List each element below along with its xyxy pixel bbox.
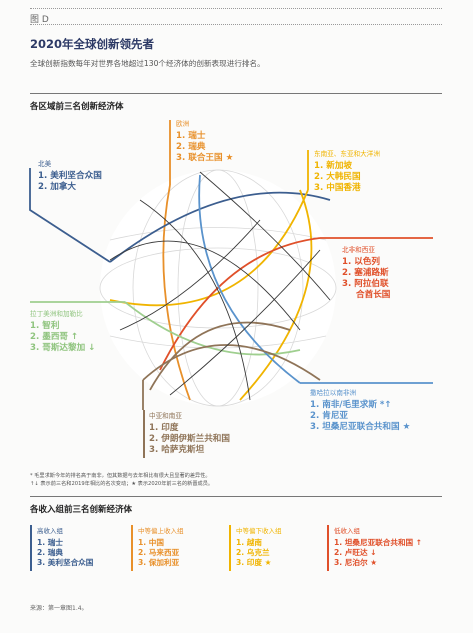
income-upper-middle-item-3: 3. 保加利亚 bbox=[138, 558, 180, 567]
regions-heading: 各区域前三名创新经济体 bbox=[30, 102, 124, 112]
region-east-asia-item-1: 1. 新加坡 bbox=[314, 161, 353, 171]
region-ssa-label: 撒哈拉以南非洲 bbox=[310, 389, 357, 397]
region-csa-item-2: 2. 伊朗伊斯兰共和国 bbox=[149, 434, 230, 444]
income-group-low: 低收入组 1. 坦桑尼亚联合共和国 ↑ 2. 卢旺达 ↓ 3. 尼泊尔 ★ bbox=[327, 525, 449, 571]
region-north-africa: 北非和西亚 1. 以色列 2. 塞浦路斯 3. 阿拉伯联 合酋长国 bbox=[342, 244, 390, 301]
income-group-high-list: 1. 瑞士 2. 瑞典 3. 美利坚合众国 bbox=[37, 538, 132, 568]
income-group-low-list: 1. 坦桑尼亚联合共和国 ↑ 2. 卢旺达 ↓ 3. 尼泊尔 ★ bbox=[334, 538, 449, 568]
region-central-south-asia: 中亚和南亚 1. 印度 2. 伊朗伊斯兰共和国 3. 哈萨克斯坦 bbox=[143, 410, 230, 456]
north-america-arc bbox=[109, 191, 331, 263]
income-low-item-3: 3. 尼泊尔 ★ bbox=[334, 558, 378, 567]
regions-rule bbox=[30, 93, 442, 94]
income-upper-middle-item-1: 1. 中国 bbox=[138, 538, 164, 547]
income-high-item-2: 2. 瑞典 bbox=[37, 548, 63, 557]
region-north-africa-item-2: 2. 塞浦路斯 bbox=[342, 268, 389, 278]
region-csa-item-1: 1. 印度 bbox=[149, 423, 179, 433]
income-group-high-label: 高收入组 bbox=[37, 527, 63, 535]
region-europe-list: 1. 瑞士 2. 瑞典 3. 联合王国 ★ bbox=[170, 131, 233, 164]
income-heading: 各收入组前三名创新经济体 bbox=[30, 505, 133, 515]
east-asia-arc-2 bbox=[239, 189, 313, 401]
region-csa-bar bbox=[143, 410, 145, 458]
income-lower-middle-item-2: 2. 乌克兰 bbox=[236, 548, 270, 557]
europe-arc bbox=[162, 184, 191, 401]
region-europe-item-2: 2. 瑞典 bbox=[176, 142, 206, 152]
region-latin-america-list: 1. 智利 2. 墨西哥 ↑ 3. 哥斯达黎加 ↓ bbox=[30, 321, 95, 354]
region-north-africa-label: 北非和西亚 bbox=[342, 246, 375, 254]
region-north-africa-item-3-cont: 合酋长国 bbox=[356, 290, 391, 300]
region-ssa-item-2: 2. 肯尼亚 bbox=[310, 411, 349, 421]
globe-dark-arcs bbox=[109, 171, 331, 401]
region-north-africa-list: 1. 以色列 2. 塞浦路斯 3. 阿拉伯联 合酋长国 bbox=[342, 257, 390, 301]
footnote-1: * 毛里求斯今年的排名高于南非，但其数据与去年相比有很大且显著的差异性。 bbox=[30, 473, 211, 479]
central-asia-arc bbox=[142, 344, 321, 381]
page-subtitle: 全球创新指数每年对世界各地超过130个经济体的创新表现进行排名。 bbox=[30, 59, 265, 68]
region-latin-america-label: 拉丁美洲和加勒比 bbox=[30, 310, 83, 318]
figure-label: 图 D bbox=[30, 15, 49, 25]
income-low-item-1: 1. 坦桑尼亚联合共和国 ↑ bbox=[334, 538, 423, 547]
income-upper-middle-item-2: 2. 马来西亚 bbox=[138, 548, 180, 557]
region-ssa-item-3: 3. 坦桑尼亚联合共和国 ★ bbox=[310, 422, 411, 432]
north-america-connector bbox=[29, 168, 111, 263]
income-high-item-1: 1. 瑞士 bbox=[37, 538, 63, 547]
income-group-lower-middle-label: 中等偏下收入组 bbox=[236, 527, 282, 535]
region-europe-item-3: 3. 联合王国 ★ bbox=[176, 153, 234, 163]
income-group-upper-middle-label: 中等偏上收入组 bbox=[138, 527, 184, 535]
region-europe-label: 欧洲 bbox=[176, 120, 190, 128]
region-north-africa-item-3: 3. 阿拉伯联 bbox=[342, 279, 389, 289]
region-north-america-item-1: 1. 美利坚合众国 bbox=[38, 171, 102, 181]
region-north-america-item-2: 2. 加拿大 bbox=[38, 182, 77, 192]
region-east-asia-list: 1. 新加坡 2. 大韩民国 3. 中国香港 bbox=[308, 161, 380, 194]
top-rule bbox=[30, 8, 442, 9]
footnote-2: ↑↓ 表示前三名和2019年相比的名次变动；★ 表示2020年前三名的新晋成员。 bbox=[30, 481, 214, 487]
central-asia-arc-2 bbox=[149, 321, 291, 391]
region-csa-item-3: 3. 哈萨克斯坦 bbox=[149, 445, 205, 455]
income-lower-middle-item-3: 3. 印度 ★ bbox=[236, 558, 272, 567]
page-title: 2020年全球创新领先者 bbox=[30, 37, 155, 51]
figure-rule bbox=[30, 24, 442, 25]
region-sub-saharan-africa: 撒哈拉以南非洲 1. 南非/毛里求斯 *↑ 2. 肯尼亚 3. 坦桑尼亚联合共和… bbox=[310, 387, 410, 433]
region-north-america-label: 北美 bbox=[38, 160, 52, 168]
region-north-africa-item-1: 1. 以色列 bbox=[342, 257, 381, 267]
region-latin-america-item-2: 2. 墨西哥 ↑ bbox=[30, 332, 79, 342]
income-group-upper-middle: 中等偏上收入组 1. 中国 2. 马来西亚 3. 保加利亚 bbox=[131, 525, 230, 571]
region-latin-america-item-1: 1. 智利 bbox=[30, 321, 60, 331]
income-group-upper-middle-list: 1. 中国 2. 马来西亚 3. 保加利亚 bbox=[138, 538, 230, 568]
east-asia-arc bbox=[109, 189, 309, 307]
latam-arc bbox=[124, 301, 301, 356]
region-east-asia-label: 东南亚、东亚和大洋洲 bbox=[314, 150, 380, 158]
nafrica-arc bbox=[159, 237, 321, 371]
region-ssa-list: 1. 南非/毛里求斯 *↑ 2. 肯尼亚 3. 坦桑尼亚联合共和国 ★ bbox=[310, 400, 410, 433]
region-north-america-list: 1. 美利坚合众国 2. 加拿大 bbox=[30, 171, 102, 193]
income-high-item-3: 3. 美利坚合众国 bbox=[37, 558, 94, 567]
income-group-low-label: 低收入组 bbox=[334, 527, 360, 535]
income-rule bbox=[30, 496, 442, 497]
ssa-arc bbox=[198, 174, 301, 384]
income-group-lower-middle-list: 1. 越南 2. 乌克兰 3. 印度 ★ bbox=[236, 538, 328, 568]
region-europe-item-1: 1. 瑞士 bbox=[176, 131, 206, 141]
region-europe: 欧洲 1. 瑞士 2. 瑞典 3. 联合王国 ★ bbox=[170, 118, 233, 164]
region-latin-america-item-3: 3. 哥斯达黎加 ↓ bbox=[30, 343, 96, 353]
income-group-high: 高收入组 1. 瑞士 2. 瑞典 3. 美利坚合众国 bbox=[30, 525, 132, 571]
income-lower-middle-item-1: 1. 越南 bbox=[236, 538, 262, 547]
globe-gridlines bbox=[99, 169, 337, 407]
region-east-asia-item-2: 2. 大韩民国 bbox=[314, 172, 361, 182]
region-north-america: 北美 1. 美利坚合众国 2. 加拿大 bbox=[30, 158, 102, 193]
income-group-lower-middle: 中等偏下收入组 1. 越南 2. 乌克兰 3. 印度 ★ bbox=[229, 525, 328, 571]
income-low-item-2: 2. 卢旺达 ↓ bbox=[334, 548, 377, 557]
region-csa-list: 1. 印度 2. 伊朗伊斯兰共和国 3. 哈萨克斯坦 bbox=[143, 423, 230, 456]
region-ssa-item-1: 1. 南非/毛里求斯 *↑ bbox=[310, 400, 392, 410]
region-east-asia-item-3: 3. 中国香港 bbox=[314, 183, 361, 193]
region-csa-label: 中亚和南亚 bbox=[149, 412, 182, 420]
region-latin-america: 拉丁美洲和加勒比 1. 智利 2. 墨西哥 ↑ 3. 哥斯达黎加 ↓ bbox=[30, 308, 95, 354]
region-east-asia: 东南亚、东亚和大洋洲 1. 新加坡 2. 大韩民国 3. 中国香港 bbox=[308, 148, 380, 194]
source-note: 来源：第一章图1.4。 bbox=[30, 605, 88, 612]
